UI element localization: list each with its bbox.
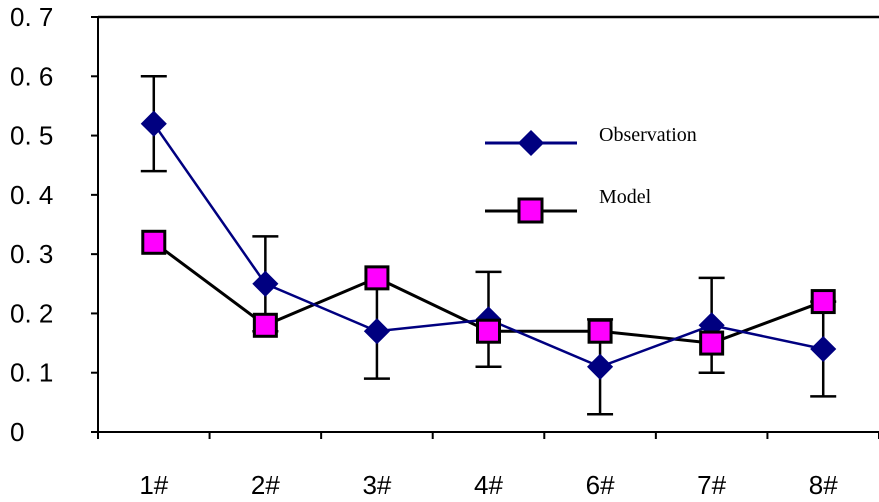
y-tick-label: 0. 3 — [10, 239, 53, 269]
y-tick-label: 0. 4 — [10, 180, 53, 210]
legend-label-model: Model — [599, 186, 652, 208]
legend: Observation Model — [485, 124, 697, 224]
x-tick-label: 4# — [474, 470, 503, 500]
observation-point — [252, 270, 279, 297]
legend-label-observation: Observation — [599, 124, 697, 146]
y-axis-ticks: 0 0. 1 0. 2 0. 3 0. 4 0. 5 0. 6 0. 7 — [10, 2, 98, 447]
series-layer — [140, 75, 837, 416]
observation-point — [810, 335, 837, 363]
y-tick-label: 0 — [10, 417, 24, 447]
y-tick-label: 0. 1 — [10, 358, 53, 388]
x-tick-label: 8# — [809, 470, 838, 500]
model-point — [364, 265, 390, 291]
legend-marker-observation — [517, 129, 545, 157]
model-point — [252, 312, 278, 338]
x-tick-label: 7# — [697, 470, 726, 500]
model-point — [587, 318, 613, 344]
legend-marker-model — [517, 197, 544, 224]
model-point — [141, 229, 167, 255]
x-tick-label: 2# — [251, 470, 280, 500]
x-tick-label: 3# — [362, 470, 391, 500]
legend-item-model: Model — [485, 186, 652, 224]
x-axis-ticks: 1# 2# 3# 4# 6# 7# 8# — [97, 432, 879, 500]
model-point — [476, 318, 501, 344]
observation-point — [587, 353, 614, 380]
y-tick-label: 0. 2 — [10, 298, 53, 328]
y-tick-label: 0. 6 — [10, 61, 53, 91]
x-tick-label: 6# — [586, 470, 615, 500]
x-tick-label: 1# — [139, 470, 168, 500]
model-point — [699, 330, 725, 356]
legend-item-observation: Observation — [485, 124, 697, 157]
axes — [97, 15, 879, 433]
observation-point — [363, 318, 390, 345]
y-tick-label: 0. 7 — [10, 2, 53, 32]
observation-point — [140, 110, 167, 137]
model-point — [810, 289, 836, 315]
y-tick-label: 0. 5 — [10, 121, 53, 151]
